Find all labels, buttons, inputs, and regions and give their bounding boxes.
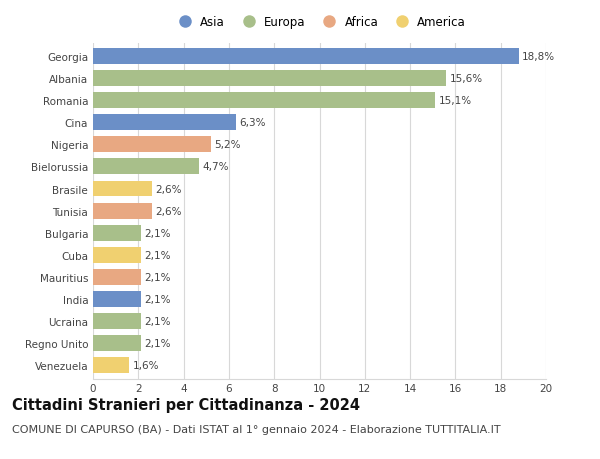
Text: 15,1%: 15,1%: [439, 96, 472, 106]
Bar: [93, 159, 199, 175]
Text: 2,1%: 2,1%: [144, 272, 170, 282]
Text: 2,1%: 2,1%: [144, 250, 170, 260]
Bar: [93, 115, 236, 131]
Bar: [93, 269, 140, 285]
Text: 2,6%: 2,6%: [155, 206, 182, 216]
Bar: [93, 225, 140, 241]
Text: Cittadini Stranieri per Cittadinanza - 2024: Cittadini Stranieri per Cittadinanza - 2…: [12, 397, 360, 412]
Text: 2,6%: 2,6%: [155, 184, 182, 194]
Text: 2,1%: 2,1%: [144, 228, 170, 238]
Text: 4,7%: 4,7%: [203, 162, 229, 172]
Bar: [93, 71, 446, 87]
Text: 2,1%: 2,1%: [144, 316, 170, 326]
Bar: [93, 203, 152, 219]
Bar: [93, 247, 140, 263]
Text: 6,3%: 6,3%: [239, 118, 266, 128]
Bar: [93, 358, 129, 373]
Text: 15,6%: 15,6%: [450, 74, 483, 84]
Text: COMUNE DI CAPURSO (BA) - Dati ISTAT al 1° gennaio 2024 - Elaborazione TUTTITALIA: COMUNE DI CAPURSO (BA) - Dati ISTAT al 1…: [12, 425, 500, 435]
Text: 18,8%: 18,8%: [522, 52, 556, 62]
Bar: [93, 313, 140, 329]
Text: 2,1%: 2,1%: [144, 338, 170, 348]
Bar: [93, 49, 519, 65]
Bar: [93, 336, 140, 351]
Legend: Asia, Europa, Africa, America: Asia, Europa, Africa, America: [173, 16, 466, 29]
Text: 5,2%: 5,2%: [214, 140, 241, 150]
Text: 2,1%: 2,1%: [144, 294, 170, 304]
Bar: [93, 137, 211, 153]
Text: 1,6%: 1,6%: [133, 360, 159, 370]
Bar: [93, 181, 152, 197]
Bar: [93, 291, 140, 307]
Bar: [93, 93, 435, 109]
